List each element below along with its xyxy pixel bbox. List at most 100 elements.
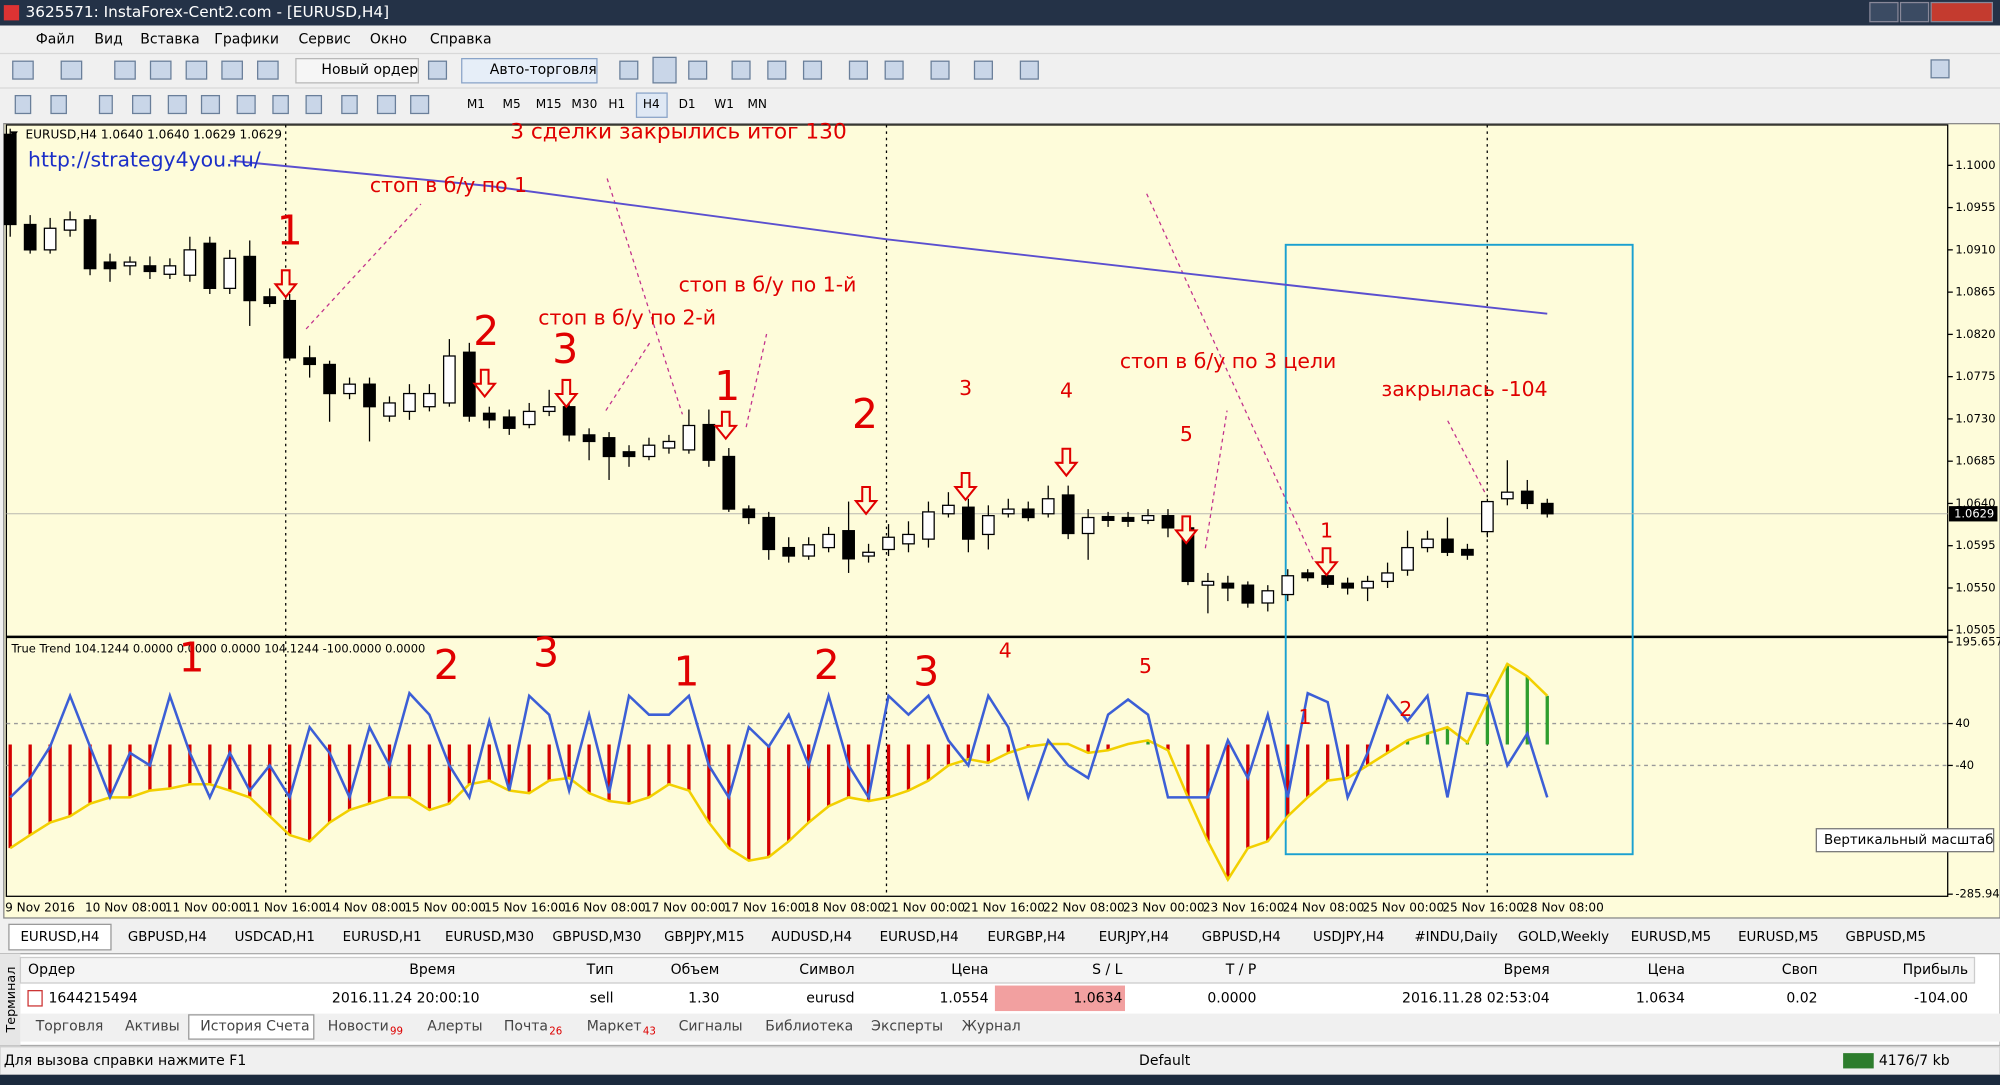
- current-price-label: 1.0629: [1954, 506, 1994, 520]
- candle-body: [582, 434, 596, 443]
- chart-tab[interactable]: GBPUSD,H4: [128, 930, 207, 945]
- terminal-tab[interactable]: Сигналы: [679, 1018, 743, 1034]
- terminal-tabs-bar: [20, 1013, 2000, 1042]
- tab-badge: 26: [549, 1026, 562, 1037]
- candle-body: [1021, 508, 1035, 519]
- candle-body: [3, 133, 17, 226]
- candle-body: [1520, 490, 1534, 505]
- chart-tab[interactable]: EURUSD,H4: [880, 930, 959, 945]
- chart-tab[interactable]: GBPUSD,M5: [1845, 930, 1926, 945]
- candle-body: [682, 424, 696, 451]
- close-button[interactable]: [1930, 1, 1993, 23]
- sell-arrow: [273, 269, 299, 299]
- new-order-button[interactable]: [295, 58, 420, 84]
- timeframe-button[interactable]: M1: [467, 97, 485, 111]
- x-tick-label: 25 Nov 16:00: [1442, 900, 1524, 914]
- chart-tab[interactable]: GOLD,Weekly: [1518, 930, 1609, 945]
- candle-body: [862, 551, 875, 557]
- chart-tab[interactable]: USDJPY,H4: [1313, 930, 1384, 945]
- timeframe-button[interactable]: H4: [643, 97, 660, 111]
- chart-tab[interactable]: #INDU,Daily: [1414, 930, 1497, 945]
- annotation: 1: [179, 633, 205, 681]
- chart-tab[interactable]: EURGBP,H4: [988, 930, 1066, 945]
- chart-tab[interactable]: EURUSD,M5: [1738, 930, 1818, 945]
- y-tick-label: 1.0595: [1955, 538, 1995, 552]
- timeframe-button[interactable]: M30: [571, 97, 597, 111]
- menu-item[interactable]: Справка: [430, 32, 492, 48]
- terminal-tab[interactable]: Библиотека: [765, 1018, 853, 1034]
- menu-item[interactable]: Файл: [36, 32, 75, 48]
- timeframe-button[interactable]: D1: [679, 97, 696, 111]
- y-tick-label: 1.0775: [1955, 369, 1995, 383]
- chart-window: [3, 123, 2000, 919]
- terminal-tab[interactable]: Активы: [125, 1018, 180, 1034]
- candle-body: [1101, 515, 1115, 521]
- terminal-tab[interactable]: История Счета: [200, 1018, 309, 1034]
- chart-tab[interactable]: EURUSD,M30: [445, 930, 534, 945]
- chart-tab[interactable]: AUDUSD,H4: [771, 930, 852, 945]
- window-title: 3625571: InstaForex-Cent2.com - [EURUSD,…: [26, 3, 390, 21]
- candle-body: [1540, 502, 1554, 515]
- chart-tab[interactable]: GBPUSD,H4: [1202, 930, 1281, 945]
- candle-body: [1141, 515, 1155, 521]
- chart-tabs-bar: [0, 920, 2000, 954]
- maximize-button[interactable]: [1899, 1, 1930, 23]
- menu-item[interactable]: Окно: [370, 32, 407, 48]
- table-cell: 2016.11.28 02:53:04: [1402, 990, 1550, 1006]
- order-icon: [27, 990, 43, 1007]
- chart-tab[interactable]: EURJPY,H4: [1099, 930, 1169, 945]
- menu-item[interactable]: Сервис: [298, 32, 350, 48]
- terminal-tab[interactable]: Маркет: [587, 1018, 642, 1034]
- candle-body: [442, 355, 456, 404]
- tab-badge: 99: [390, 1026, 403, 1037]
- menu-item[interactable]: Вид: [94, 32, 122, 48]
- table-cell: 1.0634: [1636, 990, 1685, 1006]
- candle-body: [1081, 516, 1095, 535]
- candle-body: [502, 416, 516, 429]
- chart-tab[interactable]: EURUSD,H1: [343, 930, 422, 945]
- annotation: 1: [277, 206, 303, 254]
- candle-body: [83, 219, 97, 270]
- candle-body: [961, 506, 975, 540]
- auto-trading-button[interactable]: [461, 58, 598, 84]
- terminal-tab[interactable]: Эксперты: [871, 1018, 943, 1034]
- timeframe-button[interactable]: H1: [608, 97, 625, 111]
- annotation: 3: [552, 325, 578, 373]
- x-tick-label: 14 Nov 08:00: [324, 900, 406, 914]
- terminal-header-row: [19, 956, 1976, 984]
- menu-item[interactable]: Графики: [214, 32, 279, 48]
- x-tick-label: 22 Nov 08:00: [1043, 900, 1125, 914]
- indicator-info: True Trend 104.1244 0.0000 0.0000 0.0000…: [10, 641, 425, 655]
- annotation: 2: [1399, 697, 1412, 721]
- menu-item[interactable]: Вставка: [140, 32, 199, 48]
- terminal-tab[interactable]: Торговля: [35, 1018, 104, 1034]
- chart-tab[interactable]: USDCAD,H1: [235, 930, 315, 945]
- minimize-button[interactable]: [1869, 1, 1899, 23]
- terminal-tab[interactable]: Почта: [504, 1018, 548, 1034]
- tooltip-box: [1815, 828, 1995, 853]
- title-bar: [0, 0, 2000, 26]
- annotation: стоп в б/у по 3 цели: [1120, 349, 1336, 373]
- timeframe-button[interactable]: W1: [714, 97, 734, 111]
- chart-tab[interactable]: GBPUSD,M30: [552, 930, 641, 945]
- candle-body: [522, 410, 536, 426]
- column-header: Ордер: [28, 962, 75, 978]
- annotation: закрылась -104: [1381, 377, 1547, 401]
- candle-body: [722, 455, 736, 510]
- terminal-tab[interactable]: Журнал: [962, 1018, 1021, 1034]
- y-tick-label: 40: [1955, 716, 1970, 730]
- terminal-tab[interactable]: Новости: [328, 1018, 389, 1034]
- candle-body: [1221, 582, 1235, 589]
- terminal-tab[interactable]: Алерты: [427, 1018, 482, 1034]
- candle-body: [183, 249, 197, 276]
- column-header: Тип: [586, 962, 614, 978]
- app-icon: [3, 5, 20, 21]
- timeframe-button[interactable]: MN: [747, 97, 767, 111]
- chart-tab[interactable]: EURUSD,M5: [1631, 930, 1711, 945]
- timeframe-button[interactable]: M5: [503, 97, 521, 111]
- x-tick-label: 10 Nov 08:00: [85, 900, 167, 914]
- timeframe-button[interactable]: M15: [536, 97, 562, 111]
- chart-tab[interactable]: EURUSD,H4: [20, 930, 99, 945]
- chart-tab[interactable]: GBPJPY,M15: [664, 930, 744, 945]
- candle-body: [1241, 584, 1255, 604]
